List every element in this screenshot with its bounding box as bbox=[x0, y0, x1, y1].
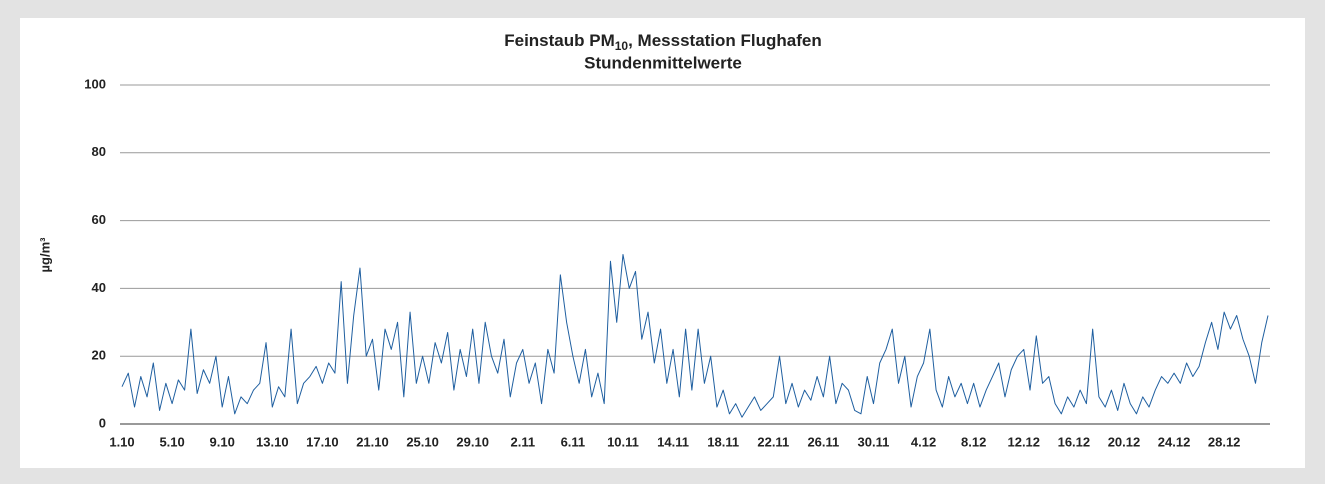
chart-subtitle: Stundenmittelwerte bbox=[584, 53, 742, 72]
y-tick-label: 80 bbox=[92, 144, 106, 159]
x-tick-label: 14.11 bbox=[657, 434, 689, 449]
y-tick-label: 20 bbox=[92, 348, 106, 363]
y-tick-label: 100 bbox=[84, 76, 106, 91]
x-tick-label: 29.10 bbox=[456, 434, 489, 449]
y-axis-label: µg/m³ bbox=[37, 237, 52, 273]
y-tick-label: 0 bbox=[99, 415, 106, 430]
x-tick-label: 4.12 bbox=[911, 434, 936, 449]
chart-panel bbox=[20, 18, 1305, 468]
x-tick-label: 21.10 bbox=[356, 434, 389, 449]
chart-title: Feinstaub PM10, Messstation Flughafen bbox=[504, 31, 822, 53]
x-tick-label: 25.10 bbox=[406, 434, 439, 449]
data-line bbox=[121, 254, 1269, 418]
x-tick-label: 28.12 bbox=[1208, 434, 1241, 449]
x-tick-label: 6.11 bbox=[561, 434, 586, 449]
x-tick-label: 22.11 bbox=[757, 434, 789, 449]
x-tick-label: 13.10 bbox=[256, 434, 289, 449]
x-tick-label: 10.11 bbox=[607, 434, 639, 449]
x-tick-label: 2.11 bbox=[510, 434, 535, 449]
x-tick-label: 9.10 bbox=[210, 434, 235, 449]
y-tick-label: 60 bbox=[92, 212, 106, 227]
x-tick-label: 8.12 bbox=[961, 434, 986, 449]
y-tick-label: 40 bbox=[92, 280, 106, 295]
title-subscript: 10 bbox=[615, 39, 629, 53]
title-rest: , Messstation Flughafen bbox=[628, 31, 822, 50]
title-text: Feinstaub PM bbox=[504, 31, 615, 50]
x-tick-label: 24.12 bbox=[1158, 434, 1191, 449]
x-tick-label: 16.12 bbox=[1058, 434, 1091, 449]
x-tick-label: 26.11 bbox=[807, 434, 839, 449]
x-tick-label: 18.11 bbox=[707, 434, 739, 449]
x-tick-label: 20.12 bbox=[1108, 434, 1141, 449]
x-tick-label: 5.10 bbox=[159, 434, 184, 449]
x-tick-label: 30.11 bbox=[858, 434, 890, 449]
x-tick-label: 1.10 bbox=[109, 434, 134, 449]
x-tick-label: 12.12 bbox=[1007, 434, 1040, 449]
x-tick-label: 17.10 bbox=[306, 434, 339, 449]
